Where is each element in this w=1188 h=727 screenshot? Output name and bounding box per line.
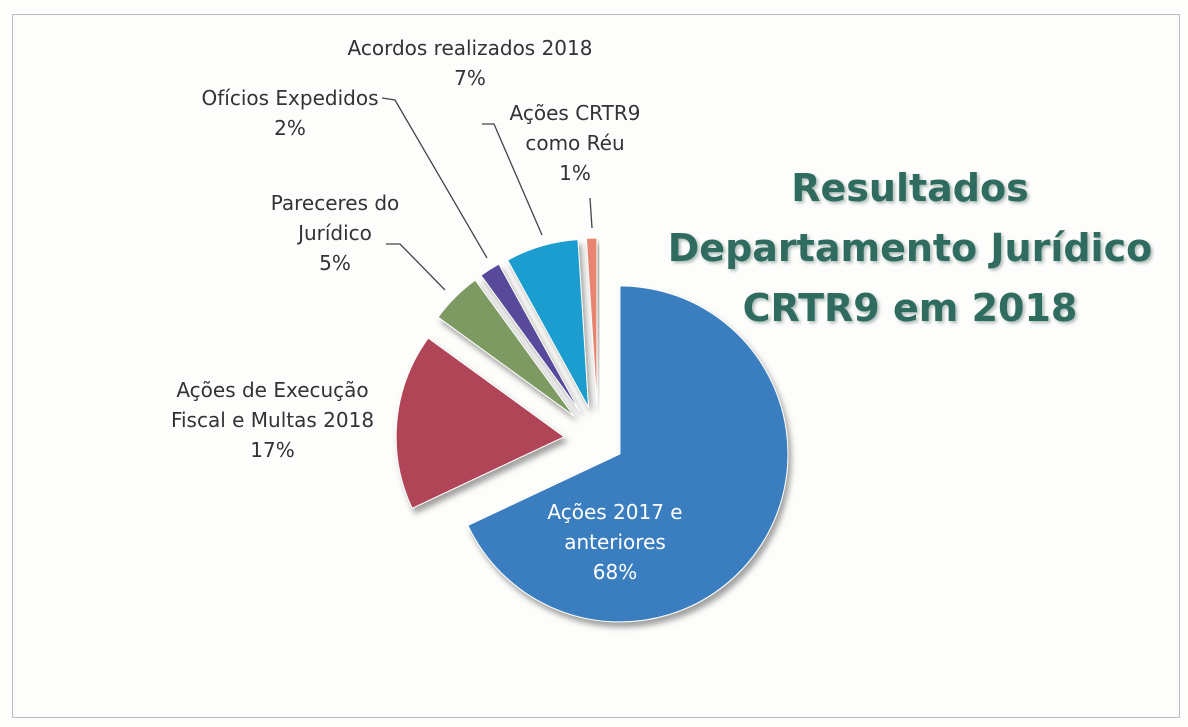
leader-line xyxy=(482,123,543,236)
value-label: 5% xyxy=(319,251,351,275)
pie-slice xyxy=(395,337,566,509)
slice-label: Ações 2017 e anteriores 68% xyxy=(535,497,695,587)
chart-title: Resultados Departamento Jurídico CRTR9 e… xyxy=(667,166,1153,330)
category-label: Ofícios Expedidos xyxy=(201,86,379,110)
category-label: Acordos realizados 2018 xyxy=(347,36,593,60)
leader-lines xyxy=(381,97,593,291)
leader-line xyxy=(589,197,593,229)
value-label: 68% xyxy=(592,560,638,584)
category-label: Ações de Execução Fiscal e Multas 2018 xyxy=(170,378,375,432)
pie-slice xyxy=(437,279,575,417)
slice-label: Ações de Execução Fiscal e Multas 2018 17… xyxy=(155,375,390,465)
slice-label: Ações CRTR9 como Réu 1% xyxy=(505,98,645,188)
pie-slice xyxy=(585,237,598,407)
value-label: 2% xyxy=(274,116,306,140)
category-label: Pareceres do Jurídico xyxy=(270,191,400,245)
leader-line xyxy=(386,243,446,291)
chart-frame xyxy=(12,14,1180,718)
category-label: Ações 2017 e anteriores xyxy=(547,500,683,554)
slice-label: Ofícios Expedidos 2% xyxy=(180,83,400,143)
pie-slice xyxy=(506,239,590,408)
value-label: 17% xyxy=(250,438,295,462)
pie-slice xyxy=(467,285,789,623)
leader-line xyxy=(381,97,488,259)
slice-label: Pareceres do Jurídico 5% xyxy=(250,188,420,278)
value-label: 1% xyxy=(559,161,591,185)
category-label: Ações CRTR9 como Réu xyxy=(509,101,641,155)
value-label: 7% xyxy=(454,66,486,90)
slice-label: Acordos realizados 2018 7% xyxy=(345,33,595,93)
pie-slice xyxy=(480,263,581,412)
